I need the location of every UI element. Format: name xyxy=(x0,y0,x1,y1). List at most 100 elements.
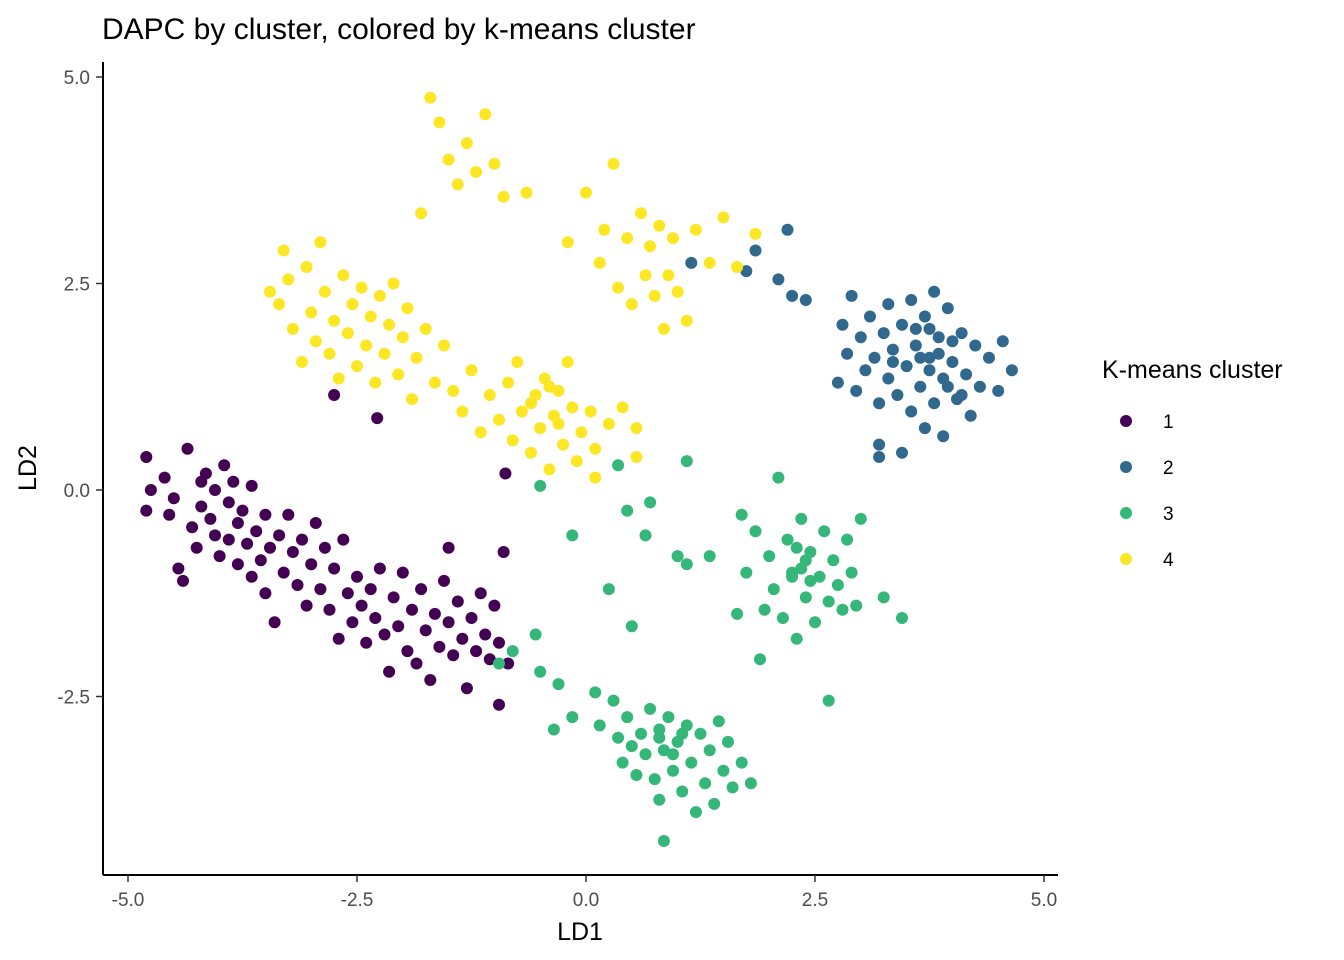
data-point-cluster-1 xyxy=(314,583,327,596)
data-point-cluster-1 xyxy=(190,541,203,554)
data-point-cluster-3 xyxy=(506,645,519,658)
data-point-cluster-4 xyxy=(479,108,492,121)
data-point-cluster-4 xyxy=(433,116,446,129)
data-point-cluster-4 xyxy=(438,339,450,352)
data-point-cluster-4 xyxy=(323,347,336,360)
data-point-cluster-2 xyxy=(955,389,968,401)
data-point-cluster-4 xyxy=(470,166,483,178)
data-point-cluster-3 xyxy=(809,616,821,629)
data-point-cluster-1 xyxy=(502,657,515,670)
data-point-cluster-3 xyxy=(754,653,766,666)
data-point-cluster-2 xyxy=(973,380,986,393)
data-point-cluster-1 xyxy=(460,682,473,695)
x-tick-label: 0.0 xyxy=(573,890,599,911)
data-point-cluster-4 xyxy=(493,413,505,426)
data-point-cluster-2 xyxy=(941,380,954,393)
data-point-cluster-4 xyxy=(483,389,496,401)
data-point-cluster-2 xyxy=(946,356,959,368)
data-point-cluster-1 xyxy=(158,471,171,484)
data-point-cluster-4 xyxy=(630,422,643,435)
data-point-cluster-4 xyxy=(612,281,625,294)
data-point-cluster-3 xyxy=(593,719,606,732)
data-point-cluster-3 xyxy=(676,727,689,740)
data-point-cluster-2 xyxy=(873,451,886,463)
data-point-cluster-1 xyxy=(369,612,382,624)
data-point-cluster-2 xyxy=(905,405,918,418)
data-point-cluster-4 xyxy=(580,186,592,199)
data-point-cluster-2 xyxy=(873,438,886,451)
data-point-cluster-3 xyxy=(612,731,625,744)
data-point-cluster-2 xyxy=(859,364,872,377)
data-point-cluster-4 xyxy=(502,376,515,389)
data-point-cluster-3 xyxy=(685,756,698,769)
data-point-cluster-4 xyxy=(520,186,533,199)
data-point-cluster-4 xyxy=(474,426,487,439)
data-point-cluster-2 xyxy=(831,376,844,389)
data-point-cluster-2 xyxy=(882,298,895,311)
data-point-cluster-1 xyxy=(470,645,483,658)
data-point-cluster-3 xyxy=(841,533,854,546)
data-point-cluster-1 xyxy=(177,574,189,587)
data-point-cluster-4 xyxy=(401,302,414,315)
data-point-cluster-2 xyxy=(923,351,936,364)
data-point-cluster-4 xyxy=(662,269,675,282)
data-point-cluster-4 xyxy=(561,356,574,368)
data-point-cluster-1 xyxy=(396,566,409,579)
data-point-cluster-3 xyxy=(529,628,542,641)
data-point-cluster-1 xyxy=(231,558,244,571)
data-point-cluster-4 xyxy=(561,236,574,249)
data-point-cluster-3 xyxy=(703,550,716,563)
data-point-cluster-3 xyxy=(744,777,757,790)
y-tick-label: 2.5 xyxy=(64,275,90,296)
data-point-cluster-2 xyxy=(960,368,973,381)
data-point-cluster-3 xyxy=(790,541,803,554)
data-point-cluster-1 xyxy=(371,412,384,425)
data-point-cluster-1 xyxy=(209,484,221,496)
data-point-cluster-2 xyxy=(914,380,927,393)
data-point-cluster-3 xyxy=(552,678,565,691)
data-point-cluster-4 xyxy=(717,211,730,224)
data-point-cluster-2 xyxy=(928,397,941,410)
data-point-cluster-4 xyxy=(360,339,373,352)
data-point-cluster-4 xyxy=(667,232,679,245)
data-point-cluster-4 xyxy=(286,322,299,335)
data-point-cluster-3 xyxy=(657,744,670,757)
data-point-cluster-1 xyxy=(442,616,455,629)
data-point-cluster-1 xyxy=(337,533,350,546)
data-point-cluster-3 xyxy=(772,471,785,484)
data-point-cluster-4 xyxy=(534,422,547,435)
data-point-cluster-4 xyxy=(552,417,565,430)
data-point-cluster-4 xyxy=(621,232,634,245)
data-point-cluster-4 xyxy=(511,356,524,368)
data-point-cluster-3 xyxy=(694,727,707,740)
legend-label-2: 2 xyxy=(1163,458,1174,479)
data-point-cluster-2 xyxy=(941,302,954,315)
legend-key-2 xyxy=(1120,461,1132,473)
data-point-cluster-3 xyxy=(740,566,753,579)
legend-label-4: 4 xyxy=(1163,550,1174,571)
data-point-cluster-4 xyxy=(300,261,313,273)
data-point-cluster-4 xyxy=(680,314,693,327)
data-point-cluster-1 xyxy=(241,537,254,550)
data-point-cluster-3 xyxy=(822,595,835,608)
data-point-cluster-3 xyxy=(763,550,776,563)
data-point-cluster-1 xyxy=(144,484,157,496)
data-point-cluster-1 xyxy=(483,653,496,666)
data-point-cluster-2 xyxy=(969,339,982,352)
data-point-cluster-2 xyxy=(873,397,886,410)
data-point-cluster-3 xyxy=(493,657,505,670)
data-point-cluster-4 xyxy=(392,368,405,381)
data-point-cluster-1 xyxy=(309,517,322,529)
data-point-cluster-1 xyxy=(438,574,450,587)
data-point-cluster-4 xyxy=(749,227,762,240)
x-axis-title: LD1 xyxy=(557,918,603,946)
data-point-cluster-4 xyxy=(625,298,638,311)
data-point-cluster-3 xyxy=(822,694,835,707)
data-point-cluster-1 xyxy=(341,587,354,600)
data-point-cluster-4 xyxy=(602,417,615,430)
data-point-cluster-4 xyxy=(488,157,501,170)
data-point-cluster-2 xyxy=(996,335,1009,348)
data-point-cluster-3 xyxy=(776,612,789,624)
data-point-cluster-4 xyxy=(506,434,519,447)
